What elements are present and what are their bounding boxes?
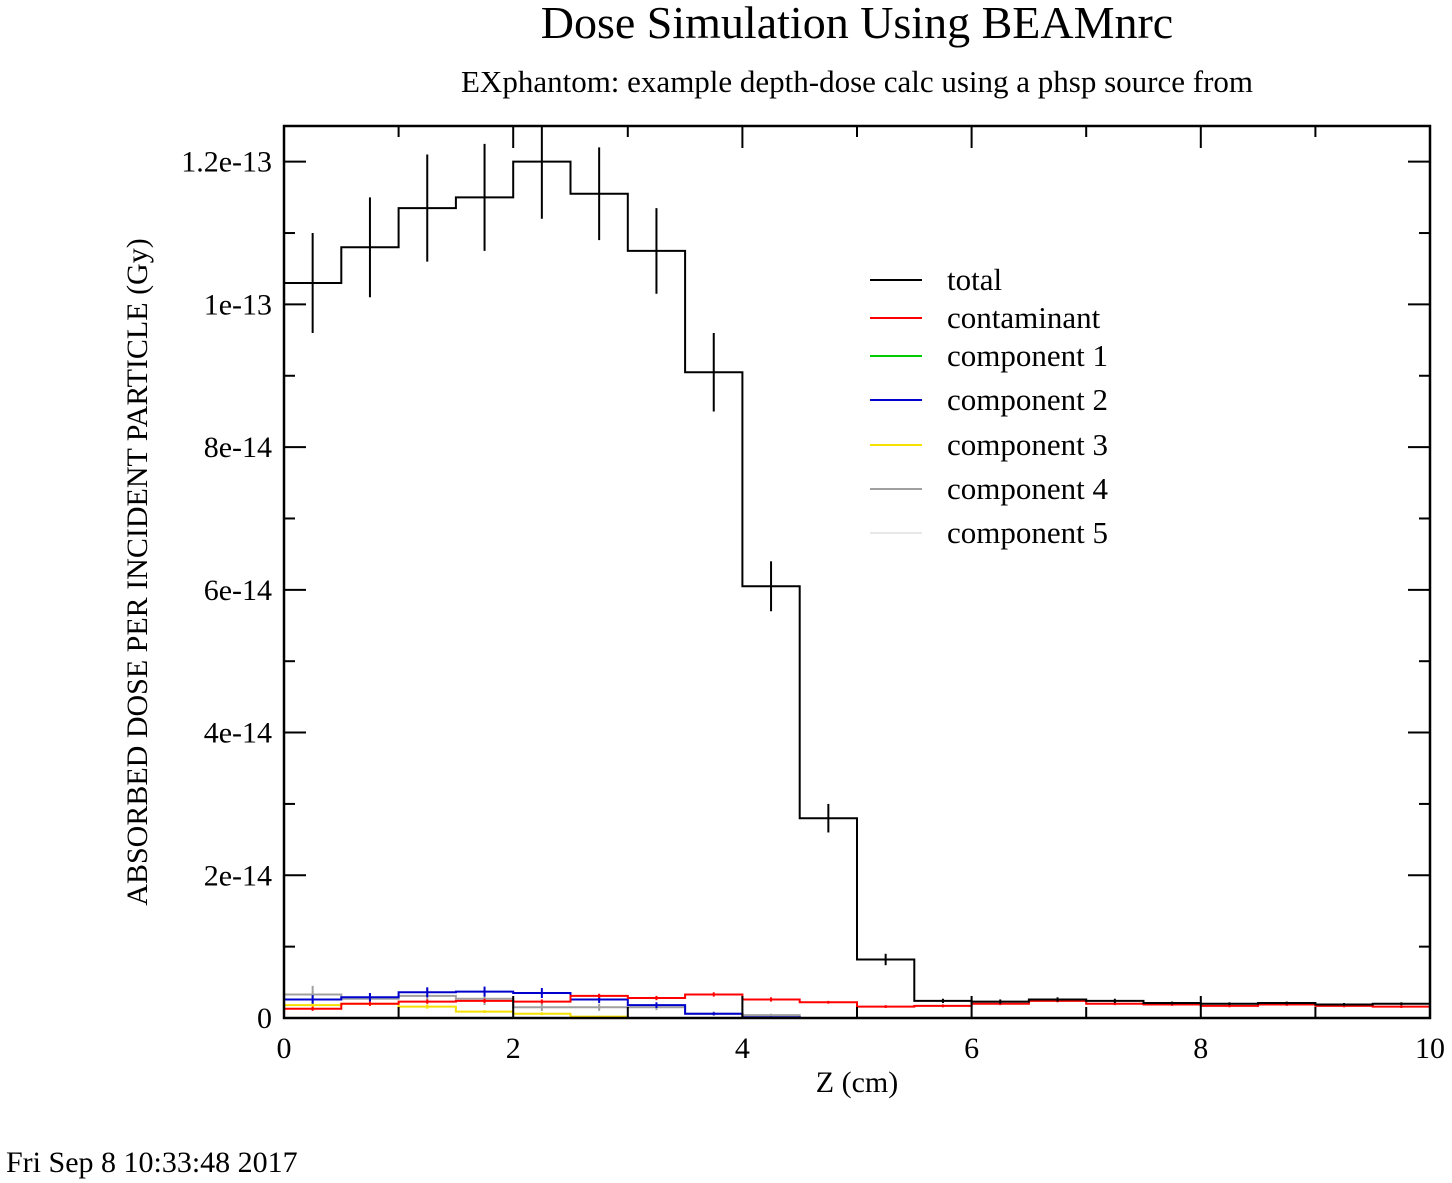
x-tick-label: 2 [506,1032,521,1065]
x-tick-label: 10 [1415,1032,1445,1065]
series-line-component-3 [284,1002,1430,1018]
y-tick-label: 4e-14 [204,717,272,750]
timestamp: Fri Sep 8 10:33:48 2017 [6,1146,298,1179]
y-tick-label: 8e-14 [204,431,272,464]
series-component-2 [284,986,1430,1018]
y-tick-label: 0 [257,1002,272,1035]
series-total [284,126,1430,1006]
y-tick-label: 1e-13 [204,288,272,321]
legend-label-component-3: component 3 [947,427,1108,462]
y-axis-label: ABSORBED DOSE PER INCIDENT PARTICLE (Gy) [121,238,154,905]
y-tick-label: 6e-14 [204,574,272,607]
series-line-total [284,160,1430,1006]
x-tick-label: 8 [1193,1032,1208,1065]
legend-label-component-1: component 1 [947,338,1108,373]
x-tick-label: 0 [277,1032,292,1065]
legend-label-total: total [947,262,1002,297]
x-tick-label: 4 [735,1032,750,1065]
legend-label-component-4: component 4 [947,471,1108,506]
legend-label-contaminant: contaminant [947,300,1101,335]
chart-subtitle: EXphantom: example depth-dose calc using… [461,64,1253,99]
chart-title: Dose Simulation Using BEAMnrc [541,0,1173,48]
x-axis-label: Z (cm) [816,1066,898,1099]
y-tick-label: 1.2e-13 [181,146,272,179]
series-contaminant [284,992,1430,1011]
y-tick-label: 2e-14 [204,859,272,892]
legend-label-component-5: component 5 [947,515,1108,550]
x-tick-label: 6 [964,1032,979,1065]
series-layer [284,126,1430,1018]
legend-label-component-2: component 2 [947,382,1108,417]
axes-layer: 0 2 4 6 8 10 0 2e-14 4e-14 6e-14 8e-14 1e-13 1.2e-13 [181,124,1445,1065]
